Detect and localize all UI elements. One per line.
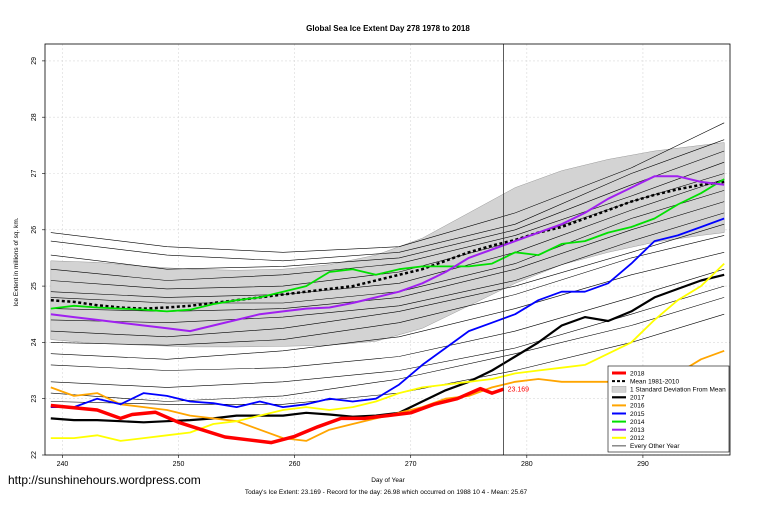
legend-entry: 2017 [630, 395, 645, 402]
footer-stats: Today's Ice Extent: 23.169 - Record for … [245, 489, 528, 496]
legend-entry: Every Other Year [630, 443, 680, 450]
x-tick-label: 240 [57, 461, 69, 468]
other-year-line [50, 223, 725, 338]
legend-entry: 2012 [630, 435, 645, 442]
other-year-line [50, 297, 725, 402]
current-value-label: 23.169 [508, 387, 530, 394]
other-year-line [50, 285, 725, 388]
series-line-2018 [50, 386, 505, 445]
x-tick-label: 270 [405, 461, 417, 468]
legend-entry: 2016 [630, 403, 645, 410]
legend-entry: 2013 [630, 427, 645, 434]
footer-url: http://sunshinehours.wordpress.com [8, 473, 201, 487]
other-year-line [50, 252, 725, 360]
y-tick-label: 26 [31, 226, 38, 234]
series-line-mean-1981-2010 [50, 180, 725, 310]
other-year-line [50, 268, 725, 371]
legend-box [607, 365, 730, 453]
y-axis-label: Ice Extent in millions of sq. km. [13, 217, 20, 306]
y-tick-label: 22 [31, 451, 38, 459]
legend-entry: 2014 [630, 419, 645, 426]
other-year-line [50, 212, 725, 324]
y-tick-label: 24 [31, 338, 38, 346]
legend-swatch [611, 386, 627, 393]
series-line-2015 [50, 217, 725, 409]
x-axis: 240 250 260 270 280 290 [57, 455, 649, 468]
x-tick-label: 280 [521, 461, 533, 468]
plot-frame [44, 43, 731, 456]
x-tick-label: 250 [173, 461, 185, 468]
series-line-2012 [50, 262, 725, 442]
series-line-2014 [50, 178, 725, 313]
y-tick-label: 23 [31, 395, 38, 403]
other-year-line [50, 235, 725, 346]
series-line-2013 [50, 175, 725, 333]
x-axis-label: Day of Year [371, 477, 405, 484]
x-tick-label: 290 [637, 461, 649, 468]
legend-entry: 1 Standard Deviation From Mean [630, 387, 726, 394]
y-tick-label: 29 [31, 57, 38, 65]
y-tick-label: 27 [31, 169, 38, 177]
highlighted-series-layer [50, 175, 725, 445]
legend-entry: Mean 1981-2010 [630, 378, 680, 385]
legend-entry: 2018 [630, 370, 645, 377]
y-tick-label: 25 [31, 282, 38, 290]
y-axis: 22 23 24 25 26 27 28 29 [31, 57, 45, 459]
other-year-line [50, 178, 725, 298]
x-tick-label: 260 [289, 461, 301, 468]
chart-title: Global Sea Ice Extent Day 278 1978 to 20… [306, 24, 470, 33]
y-tick-label: 28 [31, 113, 38, 121]
legend-entry: 2015 [630, 411, 645, 418]
other-year-line [50, 161, 725, 281]
other-year-line [50, 150, 725, 270]
other-year-line [50, 139, 725, 262]
other-year-line [50, 122, 725, 253]
